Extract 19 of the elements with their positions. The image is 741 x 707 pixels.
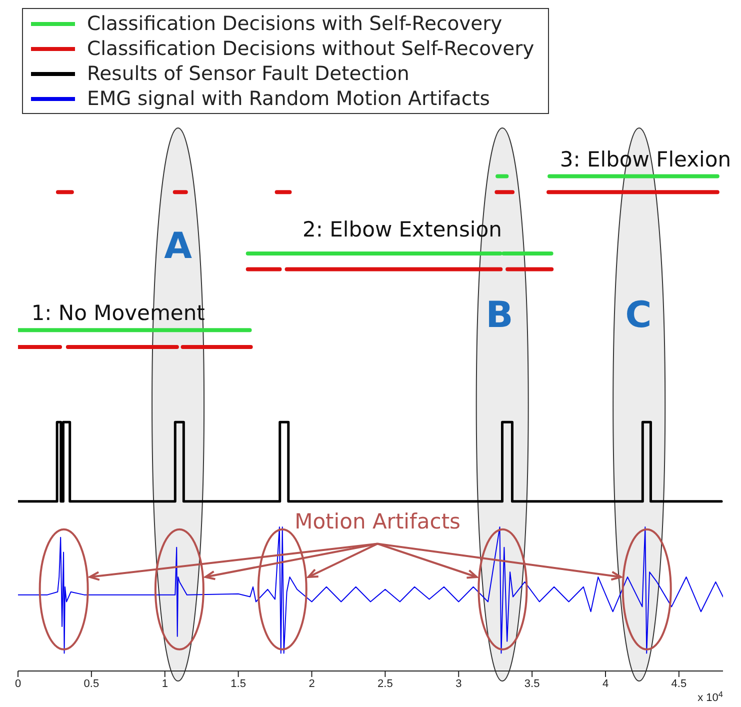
annotation: B	[486, 294, 514, 336]
x-tick-label: 4	[602, 678, 609, 690]
annotation: Motion Artifacts	[294, 510, 461, 534]
x-tick-label: 2	[308, 678, 315, 690]
annotation: C	[625, 294, 652, 336]
legend-label: Classification Decisions without Self-Recovery	[87, 37, 534, 60]
x-tick-label: 4.5	[671, 678, 687, 690]
x-tick-label: 1.5	[230, 678, 246, 690]
x-tick-label: 3	[456, 678, 462, 690]
x-tick-label: 2.5	[378, 678, 393, 690]
legend-label: Classification Decisions with Self-Recovery	[87, 12, 502, 35]
x-tick-label: 3.5	[524, 678, 540, 690]
x-tick-label: 0	[14, 678, 22, 690]
legend-label: EMG signal with Random Motion Artifacts	[87, 87, 490, 110]
x-tick-label: 1	[162, 678, 168, 690]
x-tick-label: 0.5	[84, 678, 100, 690]
annotation: A	[164, 226, 192, 267]
text: x 10$^{4}$	[698, 690, 724, 704]
legend-label: Results of Sensor Fault Detection	[87, 62, 410, 85]
